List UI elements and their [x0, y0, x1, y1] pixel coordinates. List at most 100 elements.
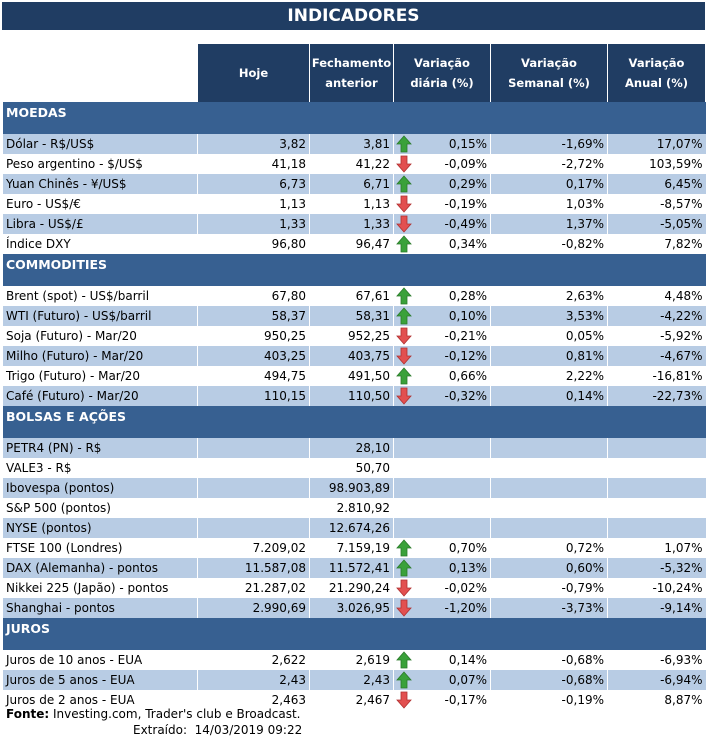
row-label: Ibovespa (pontos)	[2, 478, 198, 498]
row-label: Libra - US$/£	[2, 214, 198, 234]
variacao-diaria-text: 0,34%	[448, 237, 487, 251]
page-title: INDICADORES	[2, 2, 705, 30]
variacao-diaria-text: -0,21%	[444, 329, 487, 343]
hoje-value: 403,25	[197, 346, 310, 366]
variacao-diaria-value: 0,07%	[393, 670, 491, 690]
variacao-semanal-value: 0,05%	[490, 326, 608, 346]
row-label: WTI (Futuro) - US$/barril	[2, 306, 198, 326]
row-label: Café (Futuro) - Mar/20	[2, 386, 198, 406]
variacao-diaria-text: -0,02%	[444, 581, 487, 595]
hoje-value	[197, 498, 310, 518]
section-header: JUROS	[1, 618, 706, 650]
fechamento-value: 3,81	[309, 134, 394, 154]
fechamento-value: 67,61	[309, 286, 394, 306]
row-label: Trigo (Futuro) - Mar/20	[2, 366, 198, 386]
variacao-semanal-value: 0,72%	[490, 538, 608, 558]
row-label: Soja (Futuro) - Mar/20	[2, 326, 198, 346]
table-row: Libra - US$/£ 1,33 1,33 -0,49% 1,37% -5,05%	[2, 214, 706, 234]
variacao-diaria-text: -0,09%	[444, 157, 487, 171]
row-label: Milho (Futuro) - Mar/20	[2, 346, 198, 366]
variacao-semanal-value: -1,69%	[490, 134, 608, 154]
table-row: WTI (Futuro) - US$/barril 58,37 58,31 0,10%…	[2, 306, 706, 326]
variacao-diaria-value: 0,70%	[393, 538, 491, 558]
fechamento-value: 2,43	[309, 670, 394, 690]
row-label: Juros de 10 anos - EUA	[2, 650, 198, 670]
variacao-anual-value: -9,14%	[606, 598, 706, 618]
row-label: FTSE 100 (Londres)	[2, 538, 198, 558]
table-row: S&P 500 (pontos) 2.810,92	[2, 498, 706, 518]
table-row: Juros de 5 anos - EUA 2,43 2,43 0,07% -0,68%…	[2, 670, 706, 690]
hoje-value: 950,25	[197, 326, 310, 346]
variacao-diaria-value: -1,20%	[393, 598, 491, 618]
variacao-diaria-value: 0,14%	[393, 650, 491, 670]
row-label: VALE3 - R$	[2, 458, 198, 478]
hoje-value: 110,15	[197, 386, 310, 406]
variacao-anual-value	[606, 498, 706, 518]
variacao-diaria-text: 0,10%	[448, 309, 487, 323]
variacao-diaria-text: -0,49%	[444, 217, 487, 231]
fechamento-value: 6,71	[309, 174, 394, 194]
section-header: COMMODITIES	[1, 254, 706, 286]
variacao-semanal-value: 0,17%	[490, 174, 608, 194]
section-title: MOEDAS	[1, 102, 706, 134]
variacao-diaria-text: 0,70%	[448, 541, 487, 555]
extracted-label: Extraído:	[133, 723, 188, 737]
variacao-anual-value: 1,07%	[606, 538, 706, 558]
variacao-semanal-value: -0,68%	[490, 670, 608, 690]
variacao-diaria-text: -0,19%	[444, 197, 487, 211]
variacao-semanal-value: -3,73%	[490, 598, 608, 618]
variacao-semanal-value: 3,53%	[490, 306, 608, 326]
variacao-diaria-text: -0,17%	[444, 693, 487, 707]
fechamento-value: 12.674,26	[309, 518, 394, 538]
fechamento-value: 952,25	[309, 326, 394, 346]
fechamento-value: 1,13	[309, 194, 394, 214]
row-label: Yuan Chinês - ¥/US$	[2, 174, 198, 194]
row-label: Nikkei 225 (Japão) - pontos	[2, 578, 198, 598]
variacao-diaria-text: 0,15%	[448, 137, 487, 151]
variacao-anual-value: 8,87%	[606, 690, 706, 710]
source-text: Investing.com, Trader's club e Broadcast…	[53, 707, 301, 721]
hoje-value: 1,33	[197, 214, 310, 234]
variacao-diaria-value: -0,09%	[393, 154, 491, 174]
hoje-value	[197, 478, 310, 498]
variacao-diaria-value: 0,15%	[393, 134, 491, 154]
variacao-diaria-text: 0,66%	[448, 369, 487, 383]
row-label: DAX (Alemanha) - pontos	[2, 558, 198, 578]
variacao-diaria-value	[393, 438, 491, 458]
section-title: COMMODITIES	[1, 254, 706, 286]
fechamento-value: 28,10	[309, 438, 394, 458]
variacao-anual-value: -8,57%	[606, 194, 706, 214]
hoje-value: 58,37	[197, 306, 310, 326]
variacao-semanal-value	[490, 518, 608, 538]
header-hoje: Hoje	[197, 44, 309, 102]
variacao-diaria-value: -0,17%	[393, 690, 491, 710]
variacao-anual-value	[606, 518, 706, 538]
hoje-value: 7.209,02	[197, 538, 310, 558]
variacao-semanal-value	[490, 438, 608, 458]
table-row: FTSE 100 (Londres) 7.209,02 7.159,19 0,70% 0…	[2, 538, 706, 558]
section-title: JUROS	[1, 618, 706, 650]
hoje-value	[197, 438, 310, 458]
variacao-anual-value: 4,48%	[606, 286, 706, 306]
variacao-diaria-value: -0,02%	[393, 578, 491, 598]
variacao-anual-value: -4,22%	[606, 306, 706, 326]
table-row: Ibovespa (pontos) 98.903,89	[2, 478, 706, 498]
variacao-anual-value	[606, 458, 706, 478]
table-row: Shanghai - pontos 2.990,69 3.026,95 -1,20% -…	[2, 598, 706, 618]
variacao-anual-value: -4,67%	[606, 346, 706, 366]
table-row: DAX (Alemanha) - pontos 11.587,08 11.572,4…	[2, 558, 706, 578]
table-row: Café (Futuro) - Mar/20 110,15 110,50 -0,32%…	[2, 386, 706, 406]
variacao-semanal-value	[490, 498, 608, 518]
variacao-semanal-value	[490, 478, 608, 498]
row-label: Peso argentino - $/US$	[2, 154, 198, 174]
variacao-anual-value: 17,07%	[606, 134, 706, 154]
table-row: Nikkei 225 (Japão) - pontos 21.287,02 21.2…	[2, 578, 706, 598]
variacao-semanal-value: -0,19%	[490, 690, 608, 710]
variacao-anual-value	[606, 438, 706, 458]
hoje-value: 2,463	[197, 690, 310, 710]
variacao-semanal-value: 1,03%	[490, 194, 608, 214]
row-label: Índice DXY	[2, 234, 198, 254]
variacao-diaria-value: 0,34%	[393, 234, 491, 254]
variacao-diaria-text: -0,12%	[444, 349, 487, 363]
